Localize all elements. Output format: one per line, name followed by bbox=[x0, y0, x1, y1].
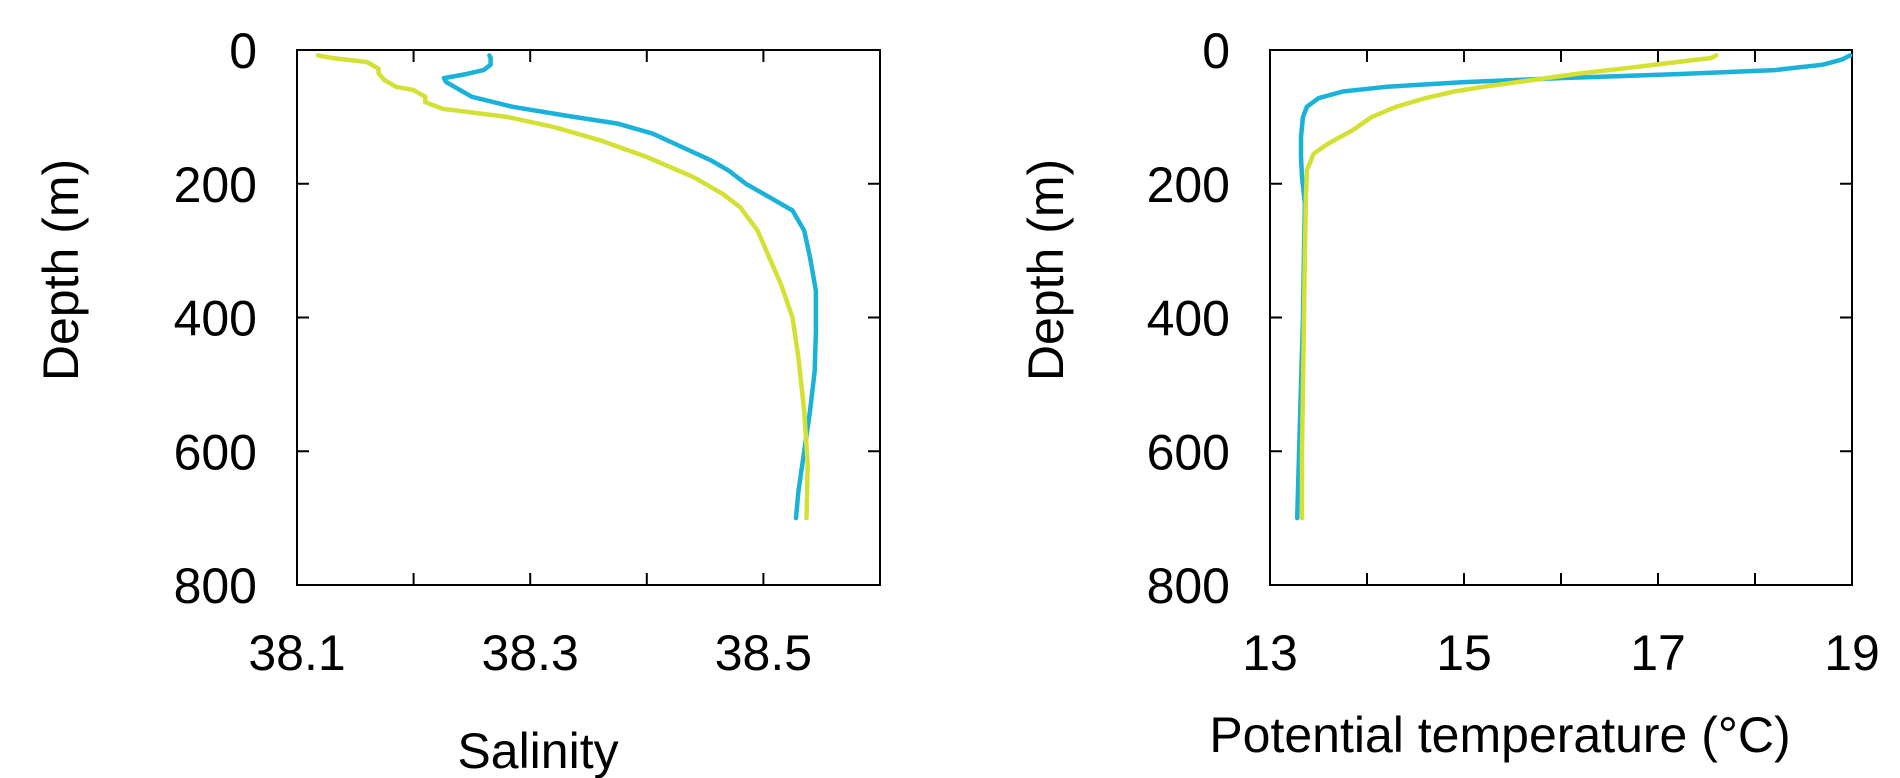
temperature-y-tick-label: 200 bbox=[1147, 157, 1230, 213]
salinity-y-tick-label: 400 bbox=[174, 291, 257, 347]
temperature-y-tick-label: 800 bbox=[1147, 558, 1230, 614]
temperature-y-tick-label: 400 bbox=[1147, 291, 1230, 347]
salinity-x-tick-label: 38.5 bbox=[715, 625, 812, 681]
temperature-panel: Depth (m) Potential temperature (°C) 13 1… bbox=[1018, 23, 1880, 763]
temperature-plot-frame bbox=[1269, 49, 1853, 586]
salinity-x-tick-label: 38.3 bbox=[482, 625, 579, 681]
temperature-x-tick-label: 15 bbox=[1436, 625, 1492, 681]
temperature-x-tick-label: 13 bbox=[1242, 625, 1298, 681]
salinity-x-tick-label: 38.1 bbox=[248, 625, 345, 681]
temperature-series-line-2 bbox=[1299, 53, 1719, 521]
temperature-x-tick-label: 17 bbox=[1630, 625, 1686, 681]
temperature-series-line-1 bbox=[1294, 53, 1853, 521]
salinity-panel: Depth (m) Salinity 38.1 38.3 38.5 0 200 400 60… bbox=[33, 23, 881, 778]
salinity-y-tick-label: 800 bbox=[174, 558, 257, 614]
salinity-y-tick-label: 0 bbox=[229, 23, 257, 79]
temperature-x-tick-label: 19 bbox=[1824, 625, 1880, 681]
temperature-y-tick-label: 0 bbox=[1202, 23, 1230, 79]
salinity-y-axis-title: Depth (m) bbox=[33, 159, 89, 381]
salinity-series-line-2 bbox=[315, 53, 810, 521]
salinity-y-tick-label: 200 bbox=[174, 157, 257, 213]
salinity-series-line-1 bbox=[441, 53, 819, 521]
salinity-y-tick-label: 600 bbox=[174, 424, 257, 480]
salinity-x-axis-title: Salinity bbox=[457, 723, 618, 778]
temperature-x-axis-title: Potential temperature (°C) bbox=[1209, 707, 1790, 763]
temperature-y-axis-title: Depth (m) bbox=[1018, 159, 1074, 381]
temperature-y-tick-label: 600 bbox=[1147, 424, 1230, 480]
